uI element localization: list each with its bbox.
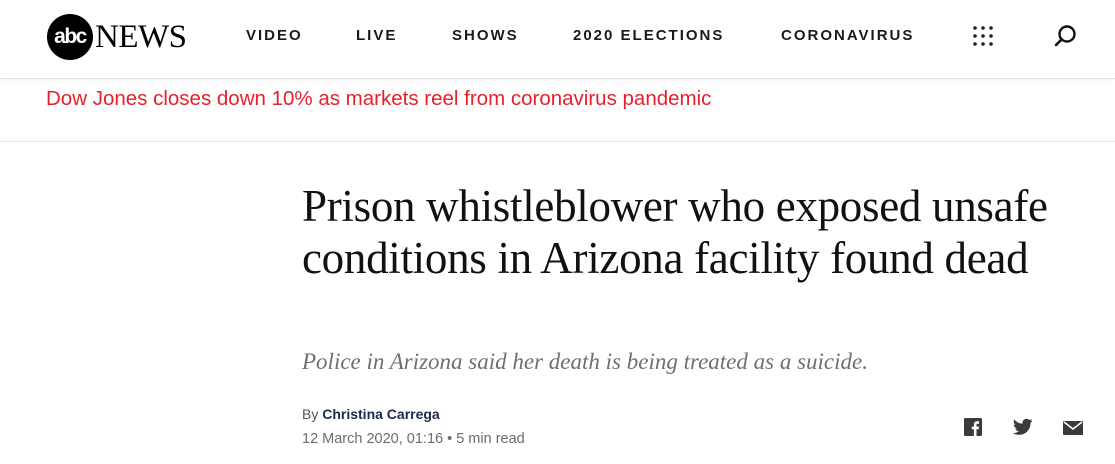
nav-item-shows[interactable]: SHOWS: [452, 27, 519, 44]
facebook-icon[interactable]: [964, 418, 982, 436]
read-time: 5 min read: [456, 431, 525, 447]
article-meta: 12 March 2020, 01:16 • 5 min read: [302, 431, 525, 447]
meta-separator: •: [447, 431, 453, 447]
news-wordmark: NEWS: [95, 18, 187, 55]
abc-news-logo[interactable]: abc NEWS: [47, 14, 187, 60]
twitter-icon[interactable]: [1013, 418, 1033, 436]
nav-item-coronavirus[interactable]: CORONAVIRUS: [781, 27, 915, 44]
breaking-news-banner: Dow Jones closes down 10% as markets ree…: [0, 79, 1115, 142]
author-link[interactable]: Christina Carrega: [322, 406, 440, 422]
article-headline: Prison whistleblower who exposed unsafe …: [302, 181, 1048, 283]
article-subhead: Police in Arizona said her death is bein…: [302, 349, 868, 374]
search-icon[interactable]: [1054, 24, 1078, 48]
grid-icon[interactable]: [972, 25, 994, 47]
email-icon[interactable]: [1063, 421, 1083, 435]
abc-logo-circle: abc: [47, 14, 93, 60]
publish-date: 12 March 2020, 01:16: [302, 431, 444, 447]
byline: By Christina Carrega: [302, 406, 440, 422]
breaking-news-link[interactable]: Dow Jones closes down 10% as markets ree…: [46, 87, 712, 110]
nav-item-video[interactable]: VIDEO: [246, 27, 303, 44]
nav-item-2020-elections[interactable]: 2020 ELECTIONS: [573, 27, 725, 44]
nav-item-live[interactable]: LIVE: [356, 27, 398, 44]
site-header: abc NEWS VIDEO LIVE SHOWS 2020 ELECTIONS…: [0, 0, 1115, 79]
byline-prefix: By: [302, 406, 319, 422]
